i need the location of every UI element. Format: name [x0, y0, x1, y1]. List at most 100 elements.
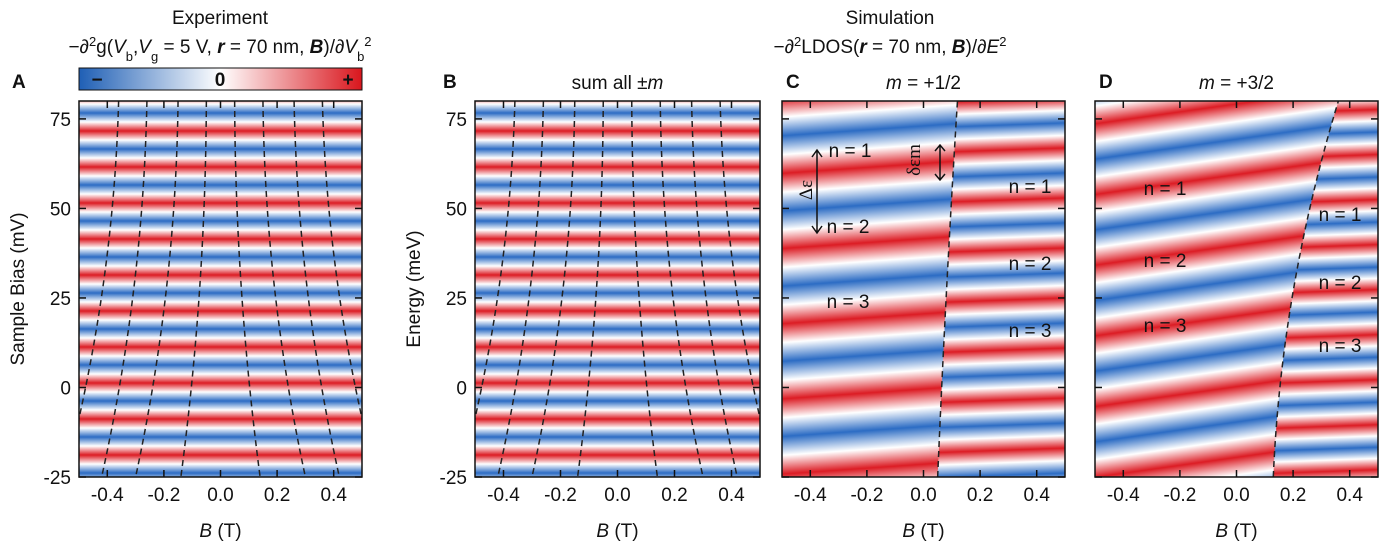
heatmap: [1095, 101, 1378, 477]
annotation: n = 2: [1319, 273, 1362, 294]
header-formula-part: LDOS(: [801, 37, 860, 58]
panel-title: sum all ±m: [572, 73, 664, 94]
colorbar-label: −: [91, 70, 102, 91]
y-tick-label: -25: [44, 468, 71, 489]
x-tick-label: 0.0: [910, 485, 936, 506]
x-axis-label-part: (T): [609, 521, 639, 542]
annotation: n = 1: [829, 141, 872, 162]
header-formula-part: V: [138, 37, 153, 58]
x-axis-label-part: B: [1215, 521, 1228, 542]
guide-curve: [631, 101, 659, 477]
y-tick-label: 0: [456, 378, 467, 399]
guide-curve: [1272, 101, 1340, 477]
guide-curve: [719, 101, 760, 422]
panel-label: B: [443, 72, 457, 93]
y-tick-label: 50: [446, 199, 467, 220]
y-axis-label: Energy (meV): [404, 230, 425, 347]
x-tick-label: 0.0: [604, 485, 630, 506]
annotation: Δε: [796, 180, 817, 200]
y-tick-label: 50: [50, 199, 71, 220]
header-formula-part: )/∂: [966, 37, 987, 58]
guide-curve: [936, 101, 959, 477]
x-axis-label: B (T): [902, 521, 944, 542]
annotation: n = 1: [1144, 179, 1187, 200]
header-formula-part: g(: [96, 37, 114, 58]
guide-curve: [100, 101, 148, 477]
annotation: n = 3: [1319, 336, 1362, 357]
panel-title-part: m: [886, 73, 902, 94]
x-tick-label: 0.4: [1336, 485, 1363, 506]
x-axis-label: B (T): [596, 521, 638, 542]
x-tick-label: -0.2: [148, 485, 181, 506]
guide-curve: [321, 101, 362, 422]
annotation: n = 1: [1319, 205, 1362, 226]
annotation: δεm: [904, 144, 925, 176]
panel-title: m = +3/2: [1199, 73, 1274, 94]
header-formula-part: B: [310, 37, 324, 58]
guide-curve: [233, 101, 261, 477]
y-tick-label: 75: [50, 110, 71, 131]
x-tick-label: 0.4: [1023, 485, 1050, 506]
x-axis-label-part: (T): [1228, 521, 1258, 542]
header-formula-part: )/∂: [323, 37, 344, 58]
arrow: [934, 143, 946, 182]
header-formula-part: 2: [364, 34, 371, 49]
header-title: Simulation: [846, 8, 935, 29]
y-tick-label: 25: [446, 289, 467, 310]
header-title: Experiment: [172, 8, 269, 29]
header-formula-part: −∂: [68, 37, 88, 58]
header-formula: −∂2LDOS(r = 70 nm, B)/∂E2: [774, 34, 1007, 59]
heatmap-fill: [475, 101, 760, 477]
x-tick-label: -0.4: [794, 485, 827, 506]
x-tick-label: -0.2: [851, 485, 884, 506]
y-tick-label: 75: [446, 110, 467, 131]
header-formula-part: 2: [89, 34, 96, 49]
heatmap: [79, 101, 362, 477]
panel-label: D: [1099, 72, 1113, 93]
header-formula-part: r: [217, 37, 226, 58]
x-axis-label-part: B: [596, 521, 609, 542]
header-formula-part: B: [952, 37, 966, 58]
annotation: n = 2: [827, 217, 870, 238]
guide-curve: [659, 101, 704, 477]
x-tick-label: -0.4: [487, 485, 520, 506]
x-tick-label: 0.4: [320, 485, 347, 506]
heatmap-fill: [79, 101, 362, 477]
header-formula-part: E: [987, 37, 1000, 58]
guide-curve: [531, 101, 576, 477]
panel-title-part: = +1/2: [902, 73, 961, 94]
colorbar-label: +: [342, 70, 353, 91]
x-axis-label-part: (T): [212, 521, 242, 542]
header-formula-part: 2: [794, 34, 801, 49]
header-formula-part: r: [859, 37, 868, 58]
x-tick-label: 0.0: [1223, 485, 1249, 506]
header-formula: −∂2g(Vb,Vg = 5 V, r = 70 nm, B)/∂Vb2: [68, 34, 371, 64]
arrow: [811, 148, 823, 235]
header-formula-part: V: [113, 37, 128, 58]
panel-title: m = +1/2: [886, 73, 961, 94]
annotation: n = 1: [1009, 177, 1052, 198]
x-tick-label: 0.4: [718, 485, 745, 506]
x-tick-label: 0.2: [967, 485, 993, 506]
header-formula-part: = 70 nm,: [225, 37, 310, 58]
header-formula-part: g: [151, 49, 158, 64]
guide-curve: [475, 101, 516, 422]
panel-label: A: [12, 72, 26, 93]
annotation: n = 3: [1009, 321, 1052, 342]
heatmap: [782, 101, 1065, 477]
y-tick-label: 25: [50, 289, 71, 310]
annotation: n = 2: [1144, 251, 1187, 272]
guide-curve: [690, 101, 738, 477]
heatmap-fill: [1273, 101, 1378, 477]
x-axis-label: B (T): [199, 521, 241, 542]
x-tick-label: -0.2: [544, 485, 577, 506]
guide-curve: [497, 101, 545, 477]
header-formula-part: −∂: [774, 37, 794, 58]
guide-curve: [576, 101, 604, 477]
annotation: n = 3: [1144, 316, 1187, 337]
guide-curve: [293, 101, 341, 477]
guide-curve: [134, 101, 179, 477]
x-tick-label: 0.2: [264, 485, 290, 506]
